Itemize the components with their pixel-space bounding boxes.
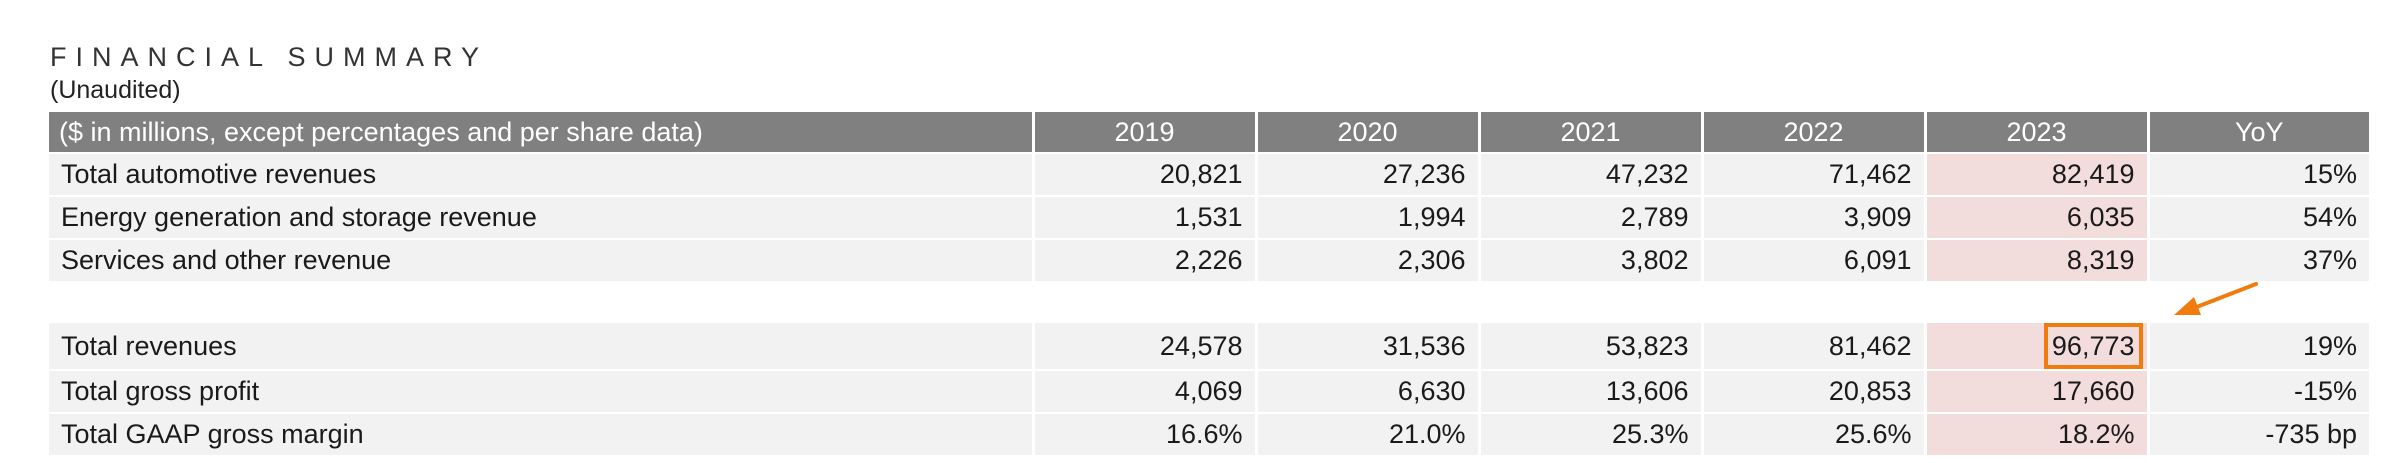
- yoy-cell: 15%: [2146, 152, 2369, 196]
- yoy-cell: -15%: [2146, 369, 2369, 413]
- table-cell: 24,578: [1031, 321, 1256, 370]
- row-label: Total revenues: [49, 321, 1033, 370]
- header-yoy: YoY: [2146, 112, 2369, 153]
- spacer-cell: [1700, 281, 1925, 322]
- spacer-cell: [1923, 281, 2148, 322]
- financial-summary-table: ($ in millions, except percentages and p…: [49, 112, 2369, 455]
- table-row: Total automotive revenues 20,821 27,236 …: [49, 152, 2369, 196]
- row-label: Total gross profit: [49, 369, 1033, 413]
- spacer-cell: [1031, 281, 1256, 322]
- table-row: Total GAAP gross margin 16.6% 21.0% 25.3…: [49, 412, 2369, 455]
- row-label: Total automotive revenues: [49, 152, 1033, 196]
- header-year-highlighted: 2023: [1923, 112, 2148, 153]
- row-label: Total GAAP gross margin: [49, 412, 1033, 455]
- table-cell: 20,853: [1700, 369, 1925, 413]
- table-cell: 21.0%: [1254, 412, 1479, 455]
- table-cell: 2,306: [1254, 238, 1479, 282]
- table-row: Total revenues 24,578 31,536 53,823 81,4…: [49, 321, 2369, 370]
- table-cell: 20,821: [1031, 152, 1256, 196]
- table-cell: 3,802: [1477, 238, 1702, 282]
- table-cell: 6,091: [1700, 238, 1925, 282]
- table-cell: 25.3%: [1477, 412, 1702, 455]
- table-cell: 2,789: [1477, 195, 1702, 239]
- table-cell: 6,630: [1254, 369, 1479, 413]
- spacer-cell: [49, 281, 1033, 322]
- spacer-cell: [1477, 281, 1702, 322]
- header-year: 2019: [1031, 112, 1256, 153]
- table-cell: 53,823: [1477, 321, 1702, 370]
- table-row: Total gross profit 4,069 6,630 13,606 20…: [49, 369, 2369, 413]
- yoy-cell: 37%: [2146, 238, 2369, 282]
- table-cell: 4,069: [1031, 369, 1256, 413]
- table-cell: 25.6%: [1700, 412, 1925, 455]
- table-cell: 81,462: [1700, 321, 1925, 370]
- spacer-cell: [2146, 281, 2369, 322]
- spacer-cell: [1254, 281, 1479, 322]
- header-year: 2021: [1477, 112, 1702, 153]
- table-row: Energy generation and storage revenue 1,…: [49, 195, 2369, 239]
- table-cell-highlighted: 8,319: [1923, 238, 2148, 282]
- boxed-value: 96,773: [2043, 323, 2143, 369]
- table-row: Services and other revenue 2,226 2,306 3…: [49, 238, 2369, 282]
- table-cell-highlighted: 6,035: [1923, 195, 2148, 239]
- row-label: Energy generation and storage revenue: [49, 195, 1033, 239]
- row-label: Services and other revenue: [49, 238, 1033, 282]
- page-title: FINANCIAL SUMMARY: [50, 42, 489, 72]
- page-subtitle: (Unaudited): [50, 76, 181, 104]
- table-cell: 27,236: [1254, 152, 1479, 196]
- header-year: 2022: [1700, 112, 1925, 153]
- table-cell-highlighted: 82,419: [1923, 152, 2148, 196]
- header-label: ($ in millions, except percentages and p…: [49, 112, 1033, 153]
- table-cell: 13,606: [1477, 369, 1702, 413]
- table-cell-highlighted: 96,773: [1923, 321, 2148, 370]
- table-cell-highlighted: 17,660: [1923, 369, 2148, 413]
- table-cell: 2,226: [1031, 238, 1256, 282]
- yoy-cell: 19%: [2146, 321, 2369, 370]
- yoy-cell: 54%: [2146, 195, 2369, 239]
- table-header-row: ($ in millions, except percentages and p…: [49, 112, 2369, 153]
- table-cell: 31,536: [1254, 321, 1479, 370]
- table-cell-highlighted: 18.2%: [1923, 412, 2148, 455]
- table-cell: 1,994: [1254, 195, 1479, 239]
- arrow-pointer-icon: [2174, 282, 2258, 315]
- table-cell: 47,232: [1477, 152, 1702, 196]
- table-spacer-row: [49, 281, 2369, 322]
- table-cell: 3,909: [1700, 195, 1925, 239]
- table-cell: 1,531: [1031, 195, 1256, 239]
- yoy-cell: -735 bp: [2146, 412, 2369, 455]
- header-year: 2020: [1254, 112, 1479, 153]
- table-cell: 71,462: [1700, 152, 1925, 196]
- table-cell: 16.6%: [1031, 412, 1256, 455]
